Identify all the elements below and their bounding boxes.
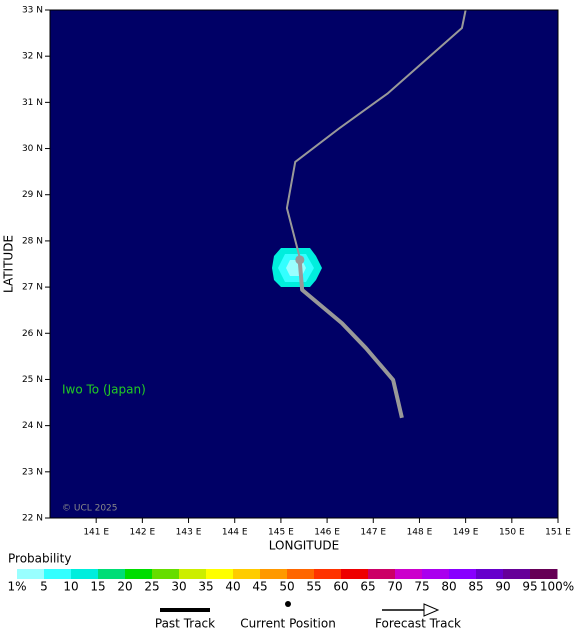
colorbar-label: 45	[252, 580, 267, 594]
colorbar-cell	[368, 569, 396, 579]
colorbar-label: 35	[198, 580, 213, 594]
colorbar-cell	[476, 569, 504, 579]
colorbar-cell	[287, 569, 315, 579]
x-axis-label: LONGITUDE	[269, 539, 339, 553]
colorbar-label: 55	[306, 580, 321, 594]
colorbar-cell	[233, 569, 261, 579]
colorbar-label: 25	[144, 580, 159, 594]
y-tick-label: 23 N	[22, 467, 43, 477]
y-tick-label: 27 N	[22, 283, 43, 293]
x-tick-label: 145 E	[268, 528, 294, 538]
probability-swath	[272, 248, 322, 287]
colorbar-label: 65	[360, 580, 375, 594]
colorbar-cell	[449, 569, 477, 579]
map-frame	[49, 9, 559, 519]
tracks	[285, 9, 467, 419]
x-tick-label: 148 E	[407, 528, 433, 538]
colorbar-title: Probability	[8, 552, 71, 566]
track-line	[297, 261, 404, 419]
legend-label: Current Position	[240, 617, 336, 631]
y-tick-label: 31 N	[22, 98, 43, 108]
x-tick-label: 144 E	[222, 528, 248, 538]
colorbar-cell	[125, 569, 153, 579]
colorbar-cell	[98, 569, 126, 579]
colorbar-label: 85	[468, 580, 483, 594]
colorbar-label: 30	[171, 580, 186, 594]
colorbar-label: 70	[387, 580, 402, 594]
x-tick-label: 147 E	[360, 528, 386, 538]
place-label: Iwo To (Japan)	[62, 383, 146, 397]
colorbar-cell	[179, 569, 207, 579]
y-tick-label: 33 N	[22, 6, 43, 16]
colorbar-cell	[395, 569, 423, 579]
x-tick-label: 149 E	[453, 528, 479, 538]
colorbar-cell	[44, 569, 72, 579]
y-tick-label: 24 N	[22, 421, 43, 431]
colorbar-label: 75	[414, 580, 429, 594]
colorbar-cell	[260, 569, 288, 579]
x-tick-label: 143 E	[176, 528, 202, 538]
colorbar-cell	[152, 569, 180, 579]
y-tick-label: 28 N	[22, 236, 43, 246]
x-tick-label: 146 E	[314, 528, 340, 538]
y-tick-label: 29 N	[22, 190, 43, 200]
current-position	[295, 255, 305, 265]
colorbar-label: 60	[333, 580, 348, 594]
track-line	[285, 9, 467, 259]
colorbar-label: 95	[522, 580, 537, 594]
x-tick-label: 150 E	[499, 528, 525, 538]
colorbar-label: 5	[40, 580, 48, 594]
colorbar-cell	[314, 569, 342, 579]
y-tick-label: 32 N	[22, 52, 43, 62]
colorbar-label: 1%	[7, 580, 26, 594]
colorbar-cell	[422, 569, 450, 579]
legend-arrow	[423, 603, 440, 617]
colorbar-cell	[503, 569, 531, 579]
colorbar-cell	[341, 569, 369, 579]
y-tick-label: 25 N	[22, 375, 43, 385]
legend-label: Forecast Track	[375, 617, 461, 631]
colorbar-cell	[17, 569, 45, 579]
y-tick-label: 30 N	[22, 144, 43, 154]
colorbar-label: 40	[225, 580, 240, 594]
colorbar-cell	[530, 569, 558, 579]
colorbar-label: 90	[495, 580, 510, 594]
credit: © UCL 2025	[62, 504, 118, 514]
colorbar-cell	[71, 569, 99, 579]
x-tick-label: 141 E	[83, 528, 109, 538]
y-tick-label: 22 N	[22, 514, 43, 524]
legend-current	[285, 601, 291, 607]
colorbar-cell	[206, 569, 234, 579]
x-tick-label: 151 E	[545, 528, 571, 538]
colorbar-label: 100%	[540, 580, 574, 594]
legend-label: Past Track	[155, 617, 215, 631]
colorbar-label: 15	[90, 580, 105, 594]
colorbar-label: 10	[63, 580, 78, 594]
y-axis-label: LATITUDE	[2, 235, 16, 293]
x-tick-label: 142 E	[129, 528, 155, 538]
colorbar-label: 80	[441, 580, 456, 594]
colorbar-label: 50	[279, 580, 294, 594]
colorbar-label: 20	[117, 580, 132, 594]
y-tick-label: 26 N	[22, 329, 43, 339]
